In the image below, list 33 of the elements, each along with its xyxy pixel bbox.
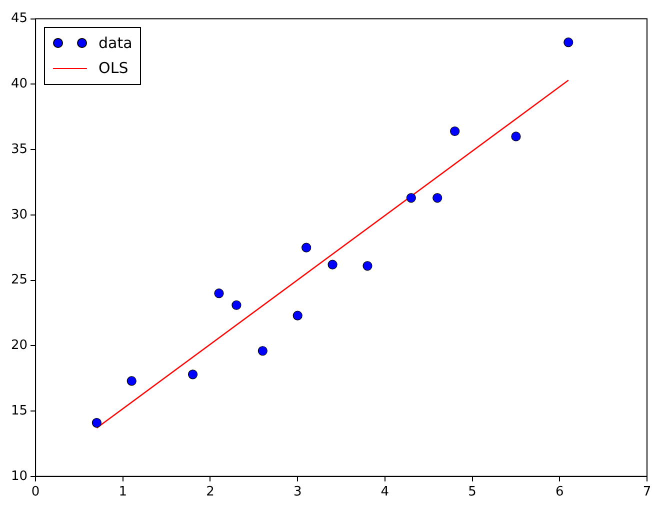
point [432,193,442,203]
x-tick-label: 1 [118,484,128,500]
point [126,376,136,386]
x-tick-label: 0 [31,484,40,500]
y-tick-label: 45 [10,11,28,26]
y-tick-label: 10 [10,468,28,484]
point [92,418,102,428]
point [302,242,312,252]
point [232,300,242,310]
y-tick-label: 25 [10,272,28,288]
point [292,310,302,320]
point [406,193,416,203]
x-tick-label: 2 [206,484,214,500]
point [258,346,268,356]
y-tick-label: 40 [10,76,28,92]
point [188,370,198,380]
y-tick-label: 30 [10,207,28,222]
point [450,126,460,136]
y-tick-label: 15 [10,403,28,418]
x-tick-label: 5 [468,484,476,500]
legend-label: OLS [98,58,128,79]
point [362,261,372,271]
point [511,132,521,142]
x-tick-label: 6 [556,484,564,500]
x-tick-label: 4 [380,484,390,500]
point [328,260,338,270]
x-tick-label: 3 [293,484,302,500]
y-tick-label: 35 [10,142,28,157]
point [214,288,224,298]
point [564,38,574,48]
x-tick-label: 7 [642,484,652,500]
y-tick-label: 20 [10,338,28,354]
legend-label: data [98,32,132,54]
